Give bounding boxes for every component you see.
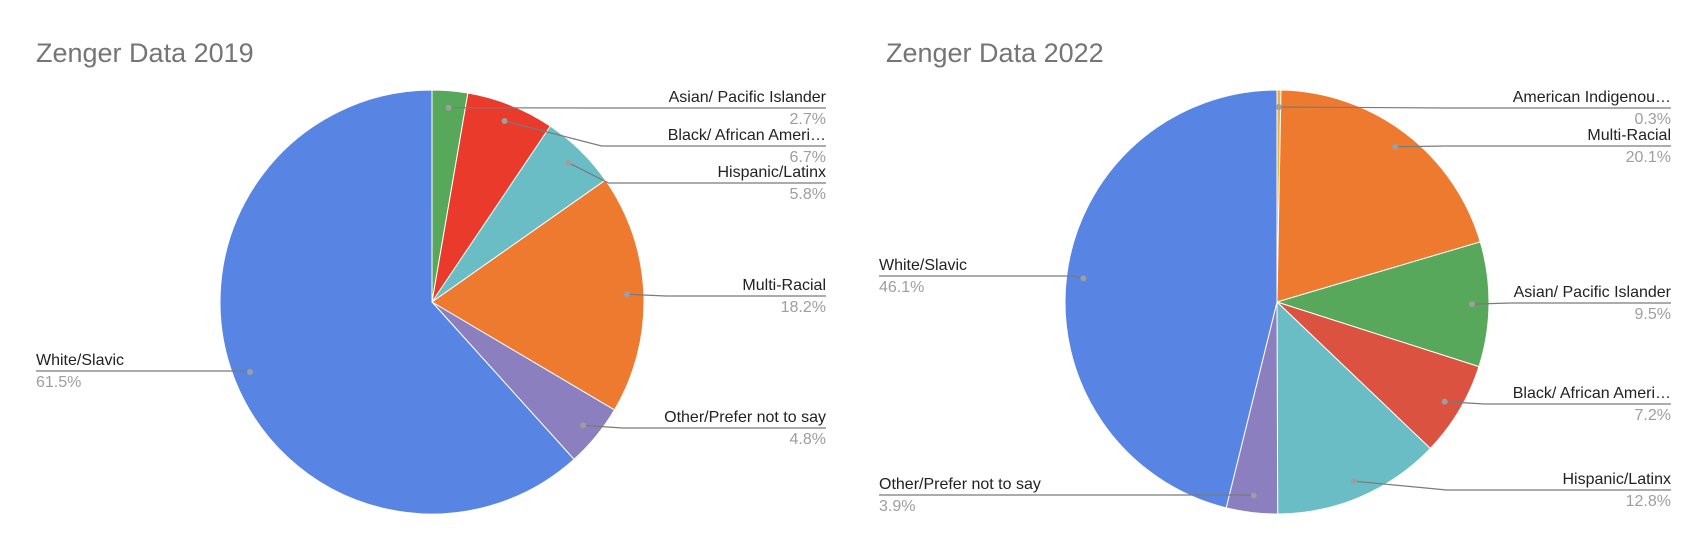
pie-svg: American Indigenou… 0.3%Multi-Racial 20.1%…: [879, 89, 1672, 515]
pie-svg: Asian/ Pacific Islander 2.7%Black/ Africa…: [36, 89, 827, 515]
slice-label: Hispanic/Latinx: [1563, 471, 1672, 488]
slice-label: White/Slavic: [879, 257, 967, 274]
leader-dot: [1469, 301, 1475, 308]
slice-value-label: 12.8%: [1626, 493, 1671, 510]
leader-line: [1278, 106, 1671, 109]
pie-slice: [1276, 300, 1431, 515]
slice-value-label: 7.2%: [1635, 407, 1671, 424]
pie-chart-2019: Zenger Data 2019 Asian/ Pacific Islander…: [0, 0, 850, 552]
slice-label: Multi-Racial: [1587, 127, 1671, 144]
pie-slice: [219, 89, 575, 515]
leader-dot: [1441, 398, 1448, 405]
slice-value-label: 2.7%: [790, 111, 826, 128]
chart-title: Zenger Data 2022: [886, 38, 1104, 68]
slice-label: Hispanic/Latinx: [718, 164, 827, 181]
pie-slice: [1276, 89, 1481, 303]
slice-label: White/Slavic: [36, 352, 124, 369]
slice-value-label: 4.8%: [790, 431, 826, 448]
leader-line: [36, 370, 251, 373]
leader-dot: [247, 369, 253, 375]
leader-line: [626, 293, 826, 297]
slice-value-label: 61.5%: [36, 374, 81, 391]
slice-label: Other/Prefer not to say: [664, 409, 826, 426]
slice-value-label: 20.1%: [1626, 149, 1671, 166]
slice-value-label: 18.2%: [781, 299, 826, 316]
leader-line: [568, 162, 826, 184]
leader-line: [879, 275, 1084, 279]
leader-line: [879, 494, 1254, 497]
pie-slice: [431, 179, 645, 411]
leader-dot: [1351, 478, 1357, 485]
pie-chart-2022: Zenger Data 2022 American Indigenou… 0.3%…: [850, 0, 1702, 552]
leader-dot: [623, 291, 630, 298]
slice-label: Multi-Racial: [742, 277, 826, 294]
leader-dot: [1392, 143, 1399, 150]
slice-value-label: 46.1%: [879, 279, 924, 296]
leader-dot: [565, 159, 572, 166]
leader-line: [1471, 302, 1671, 305]
leader-dot: [1080, 275, 1087, 282]
slice-value-label: 5.8%: [790, 186, 826, 203]
slice-value-label: 0.3%: [1635, 111, 1671, 128]
slice-label: American Indigenou…: [1513, 89, 1671, 106]
slice-label: Asian/ Pacific Islander: [669, 89, 827, 106]
leader-line: [1395, 145, 1671, 148]
leader-dot: [580, 422, 586, 429]
leader-dot: [1275, 104, 1282, 110]
leader-dot: [445, 104, 452, 111]
slice-value-label: 9.5%: [1635, 306, 1671, 323]
leader-line: [504, 120, 826, 147]
chart-title: Zenger Data 2019: [36, 38, 254, 68]
slice-label: Other/Prefer not to say: [879, 476, 1041, 493]
slice-label: Black/ African Ameri…: [1513, 385, 1671, 402]
slice-value-label: 3.9%: [879, 498, 915, 515]
leader-line: [582, 424, 826, 429]
slice-label: Black/ African Ameri…: [668, 127, 826, 144]
pie-slice: [1275, 241, 1490, 368]
leader-line: [1353, 480, 1671, 491]
leader-dot: [1250, 492, 1257, 499]
leader-dot: [501, 118, 508, 124]
slice-label: Asian/ Pacific Islander: [1514, 284, 1672, 301]
leader-line: [1444, 401, 1671, 405]
slice-value-label: 6.7%: [790, 149, 826, 166]
